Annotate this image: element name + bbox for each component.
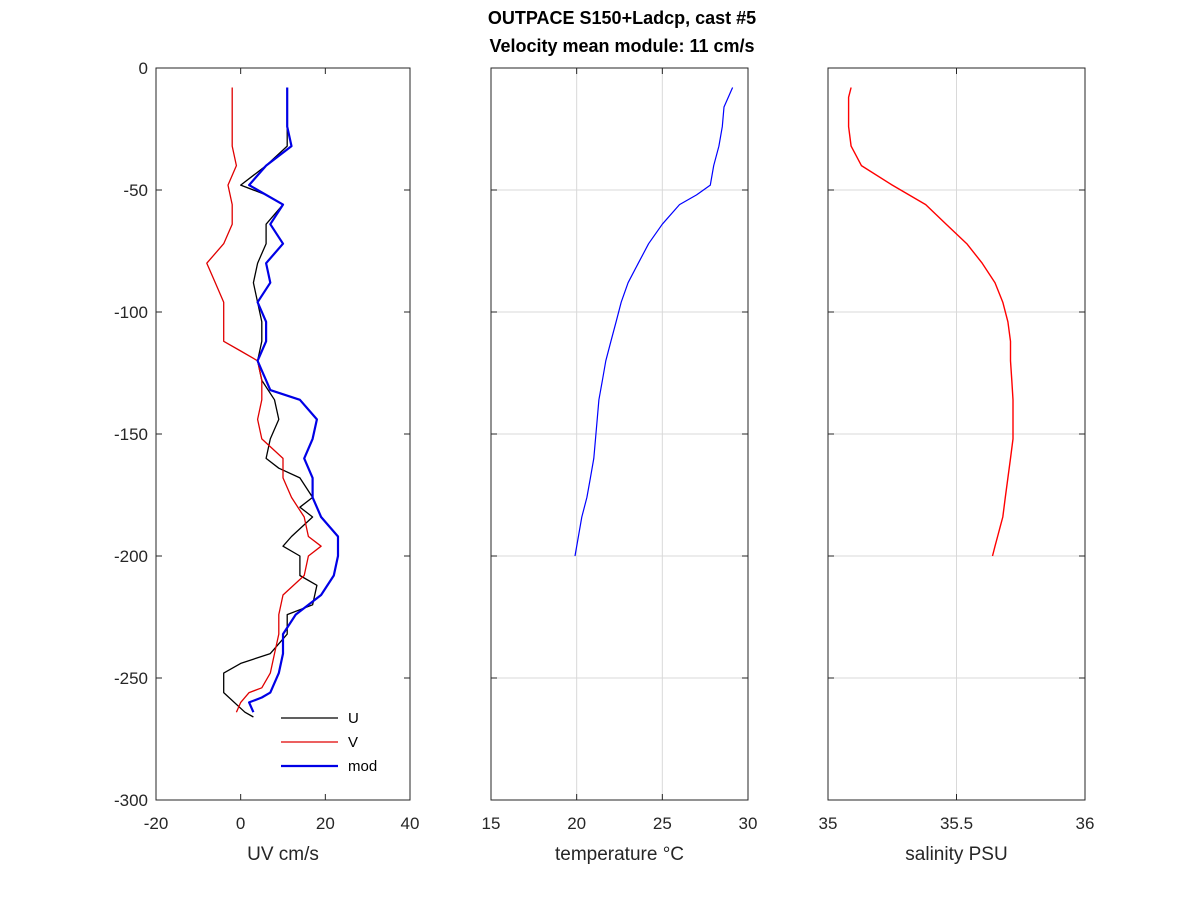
salinity-xtick-label: 35	[819, 814, 838, 833]
chart-title: OUTPACE S150+Ladcp, cast #5	[488, 8, 756, 28]
uv-xtick-label: -20	[144, 814, 169, 833]
temperature-profile-line	[574, 87, 734, 557]
series-mod-line	[248, 87, 340, 713]
y-tick-label: -50	[123, 181, 148, 200]
uv-axes-frame	[155, 67, 411, 801]
legend-v-label: V	[348, 734, 358, 751]
temperature-xtick-label: 15	[482, 814, 501, 833]
temperature-xtick-label: 25	[653, 814, 672, 833]
y-tick-label: -150	[114, 425, 148, 444]
salinity-x-axis-label: salinity PSU	[905, 844, 1007, 865]
uv-xtick-label: 0	[236, 814, 245, 833]
temperature-panel: 15 20 25 30 temperature °C	[482, 67, 758, 865]
salinity-xtick-label: 35.5	[940, 814, 973, 833]
temperature-xtick-label: 30	[739, 814, 758, 833]
salinity-panel: 35 35.5 36 salinity PSU	[819, 67, 1095, 865]
temperature-xtick-label: 20	[567, 814, 586, 833]
y-tick-label: -200	[114, 547, 148, 566]
series-v-line	[206, 87, 322, 713]
salinity-xtick-label: 36	[1076, 814, 1095, 833]
salinity-profile-line	[847, 87, 1014, 557]
y-tick-label: -250	[114, 669, 148, 688]
legend-mod-label: mod	[348, 758, 377, 775]
uv-xtick-label: 20	[316, 814, 335, 833]
legend-u-label: U	[348, 710, 359, 727]
y-tick-label: 0	[139, 59, 148, 78]
temperature-x-axis-label: temperature °C	[555, 844, 684, 865]
y-tick-label: -100	[114, 303, 148, 322]
chart-subtitle: Velocity mean module: 11 cm/s	[489, 36, 754, 56]
uv-x-axis-label: UV cm/s	[247, 844, 319, 865]
uv-xtick-label: 40	[401, 814, 420, 833]
y-tick-label: -300	[114, 791, 148, 810]
